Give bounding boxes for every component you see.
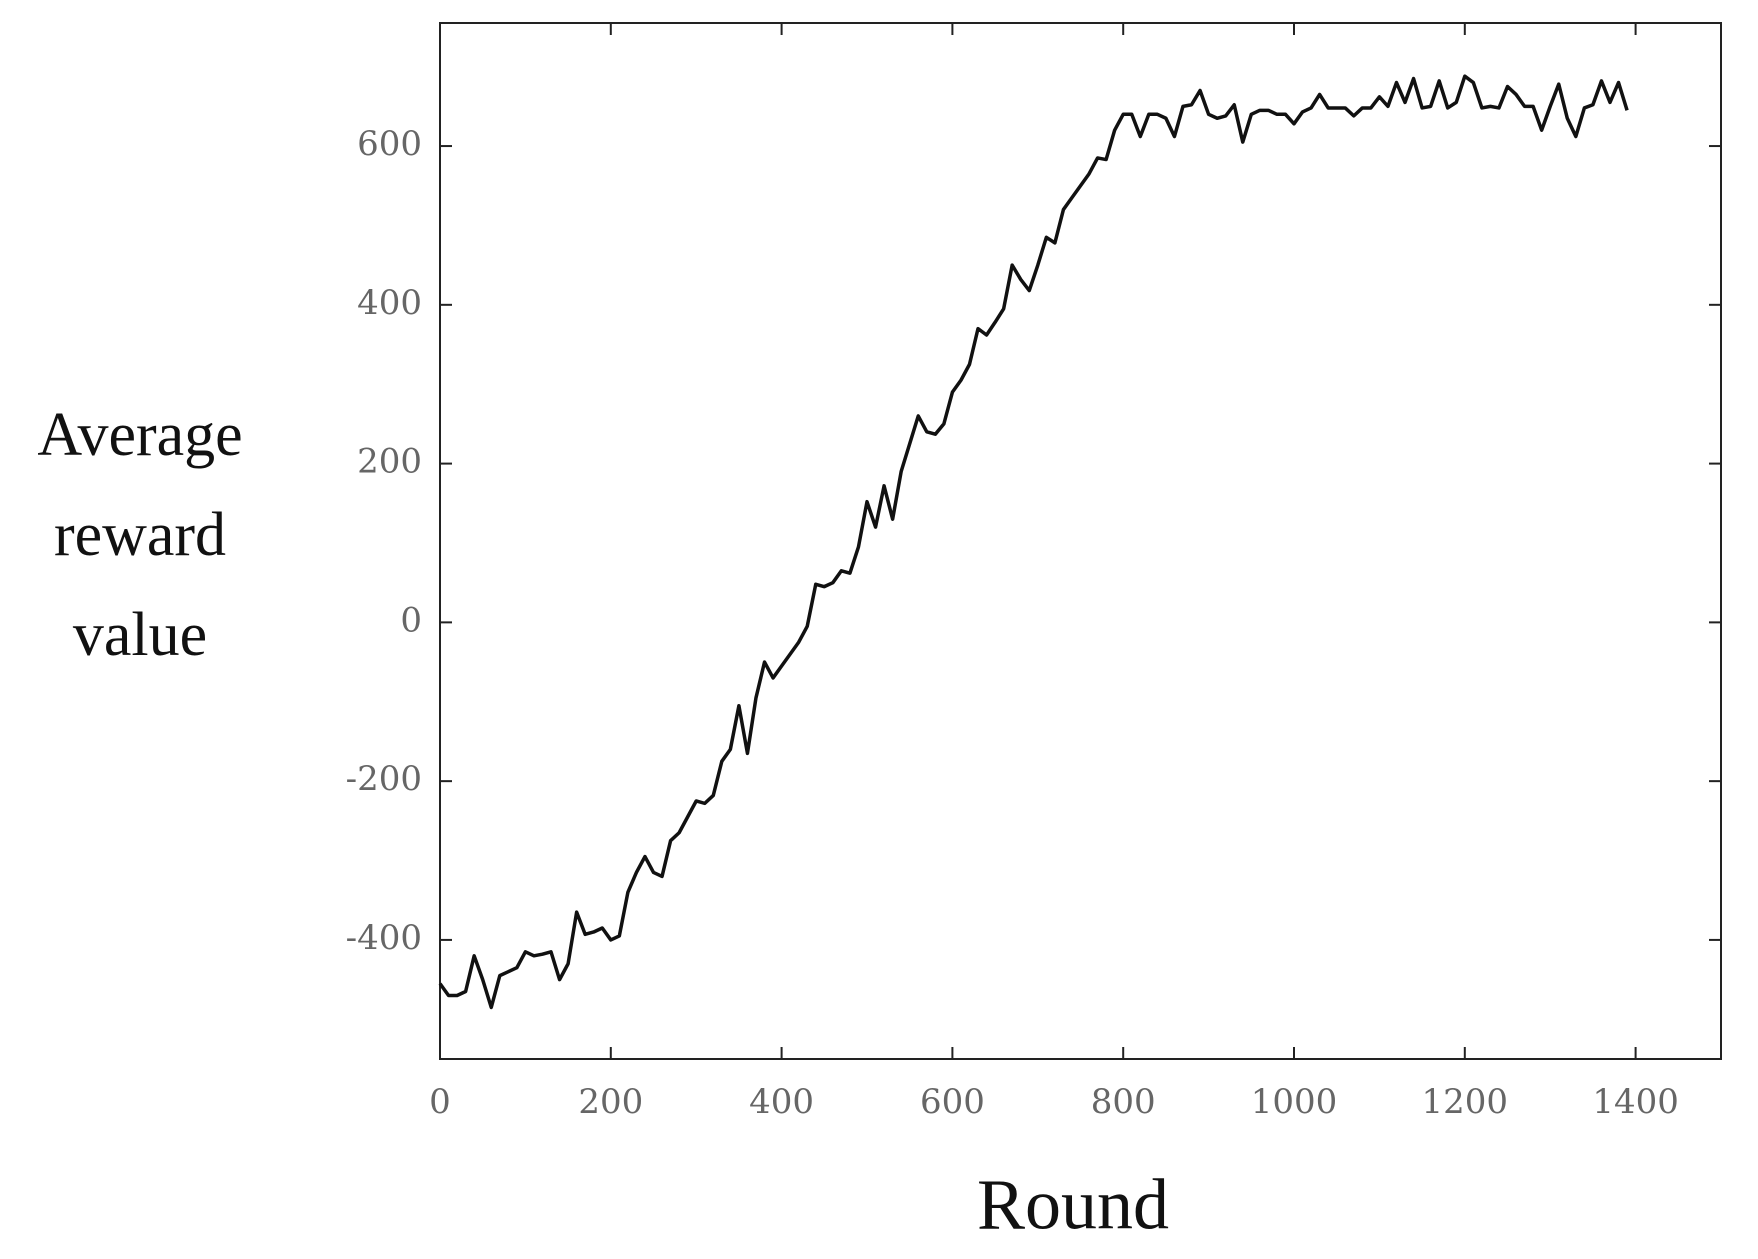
x-tick-label: 1000 xyxy=(1251,1082,1338,1122)
x-tick-label: 1400 xyxy=(1592,1082,1679,1122)
x-axis-label: Round xyxy=(977,1165,1169,1245)
x-tick-label: 200 xyxy=(578,1082,643,1122)
plot-frame xyxy=(439,22,1722,1060)
y-tick-label: 600 xyxy=(357,124,422,164)
y-tick-label: -400 xyxy=(346,918,422,958)
y-tick-label: 400 xyxy=(357,283,422,323)
data-line xyxy=(438,74,1629,1010)
x-tick-label: 1200 xyxy=(1422,1082,1509,1122)
x-tick-label: 400 xyxy=(749,1082,814,1122)
y-tick-label: 200 xyxy=(357,442,422,482)
x-tick-label: 800 xyxy=(1091,1082,1156,1122)
y-tick-label: -200 xyxy=(346,759,422,799)
y-tick-label: 0 xyxy=(400,600,422,640)
x-tick-label: 600 xyxy=(920,1082,985,1122)
y-axis-label: Average reward value xyxy=(37,401,243,669)
x-tick-label: 0 xyxy=(429,1082,451,1122)
